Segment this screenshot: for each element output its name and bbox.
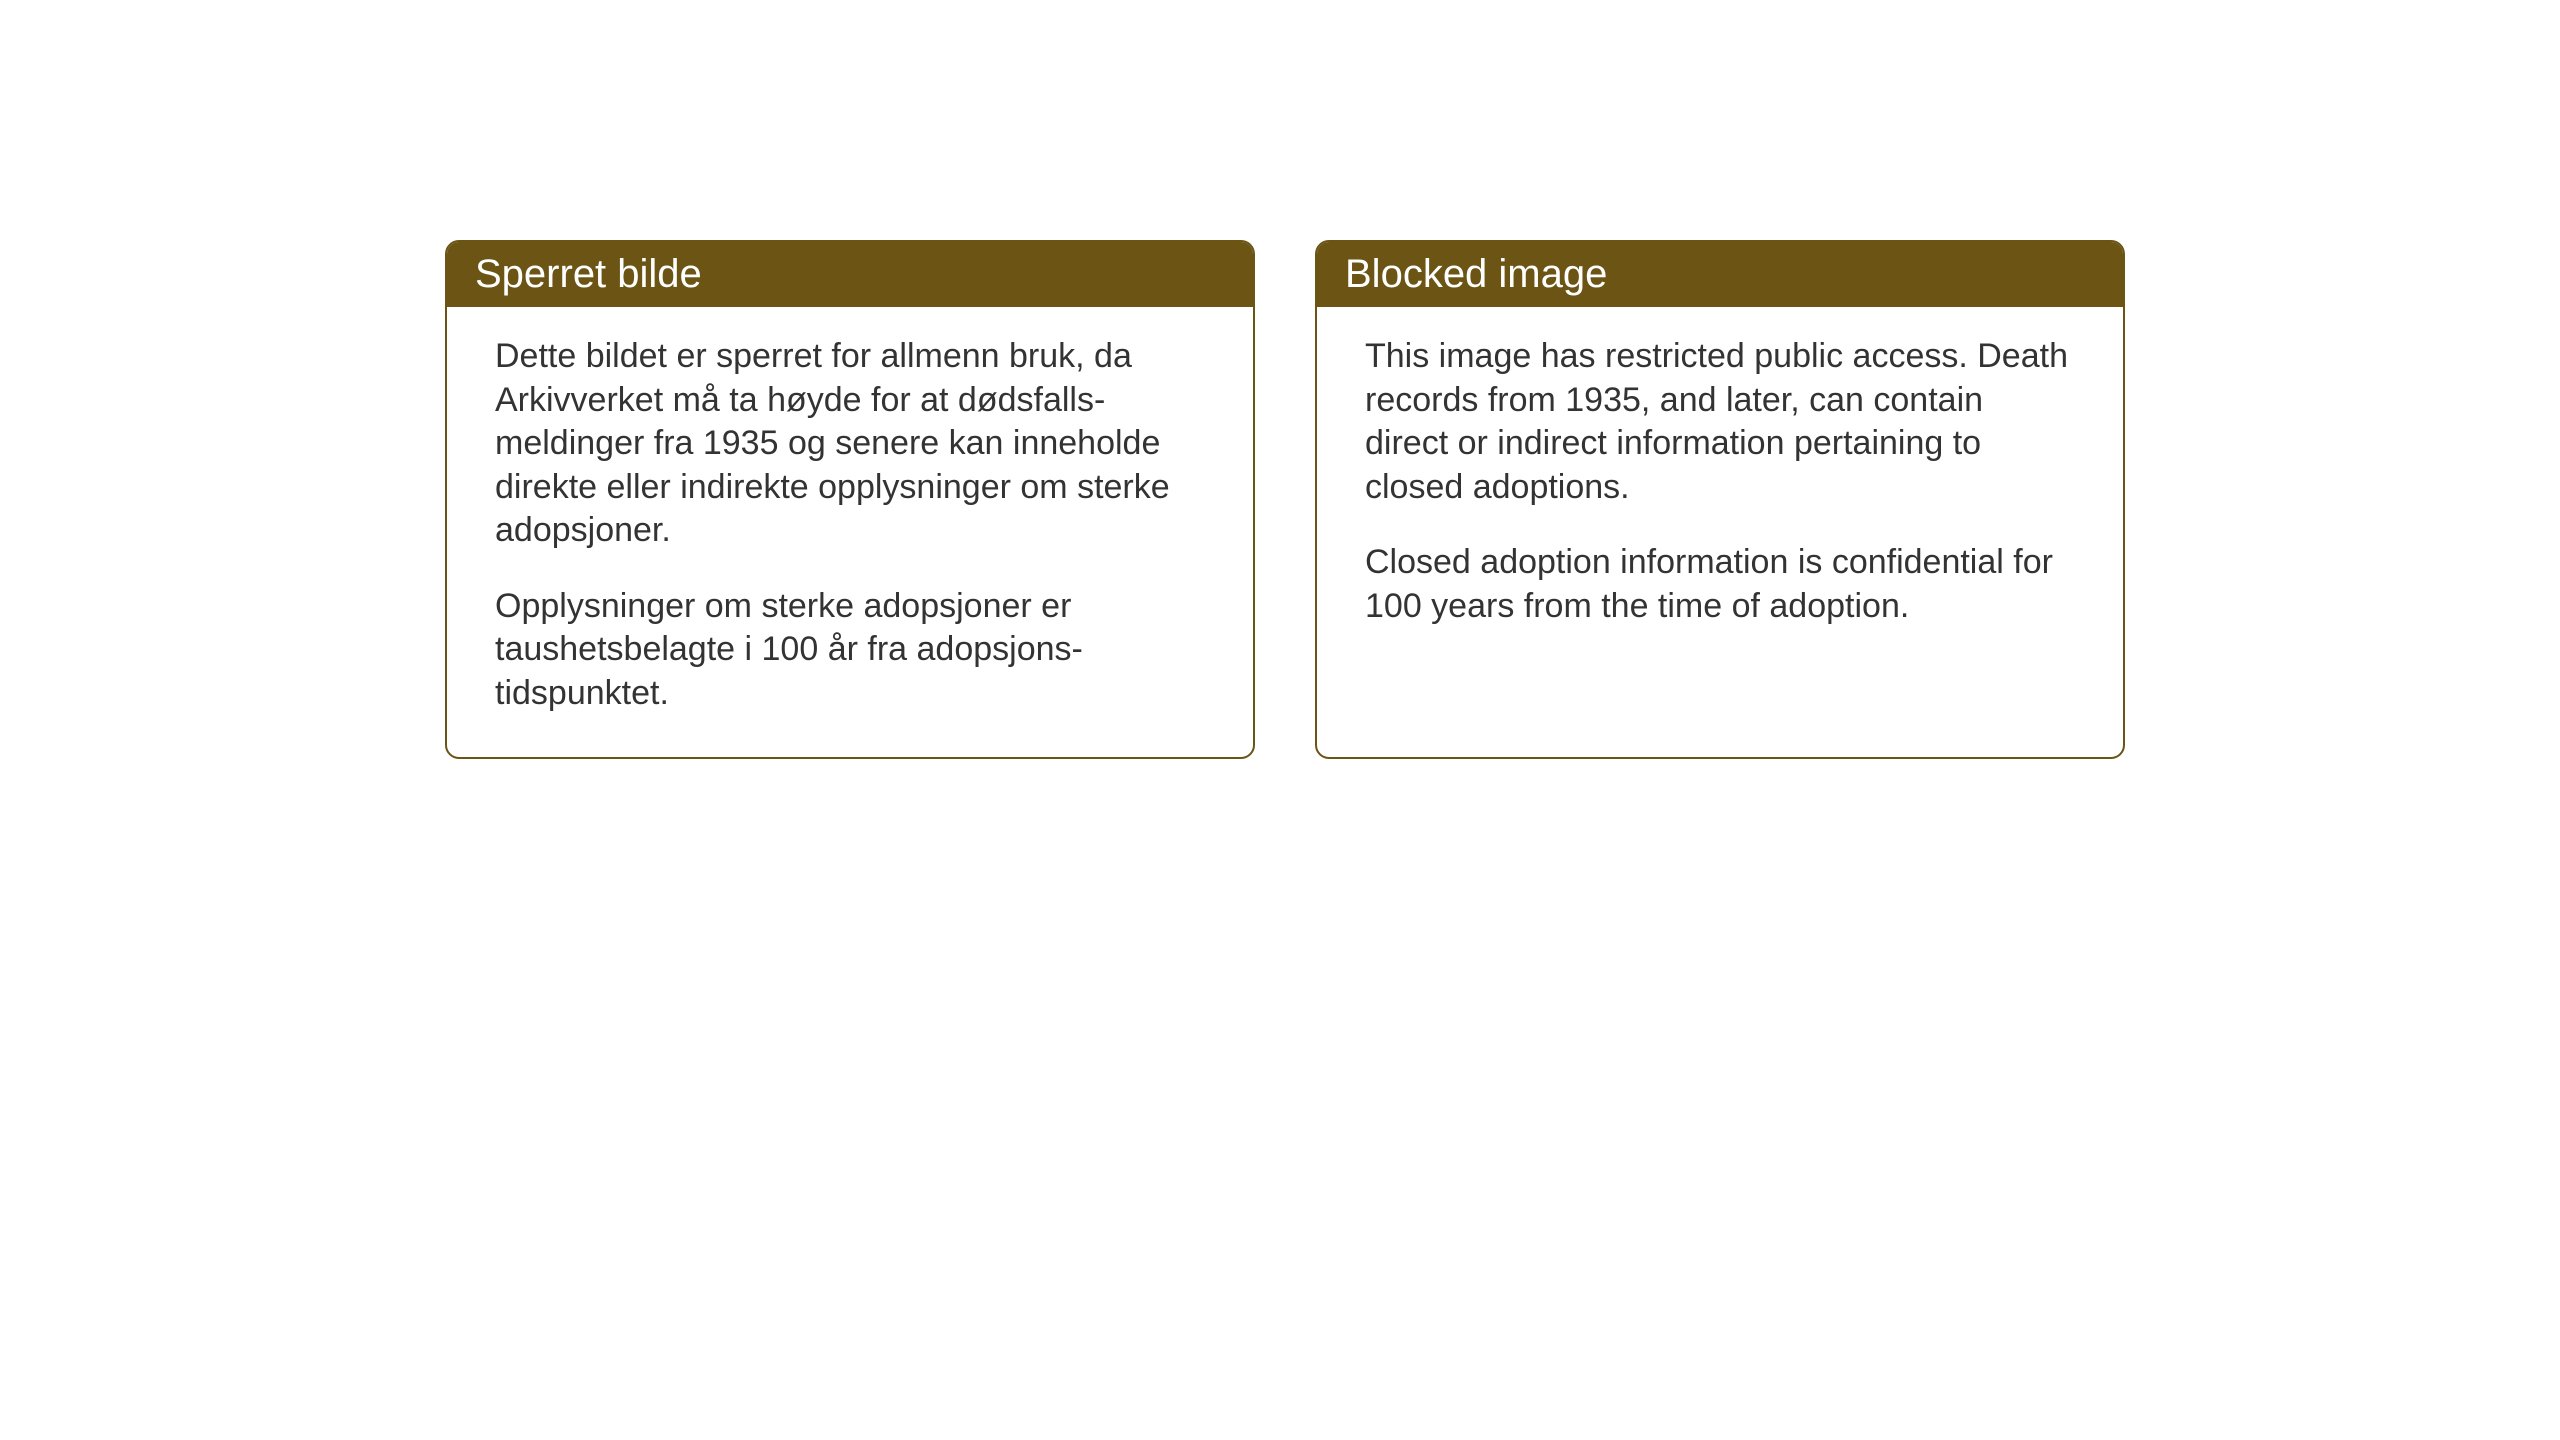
card-title-english: Blocked image — [1345, 252, 1607, 296]
card-paragraph-1-norwegian: Dette bildet er sperret for allmenn bruk… — [495, 335, 1205, 553]
notice-container: Sperret bilde Dette bildet er sperret fo… — [445, 240, 2125, 759]
card-body-english: This image has restricted public access.… — [1317, 307, 2123, 670]
card-paragraph-2-norwegian: Opplysninger om sterke adopsjoner er tau… — [495, 585, 1205, 716]
card-title-norwegian: Sperret bilde — [475, 252, 702, 296]
card-header-norwegian: Sperret bilde — [447, 242, 1253, 307]
card-paragraph-2-english: Closed adoption information is confident… — [1365, 541, 2075, 628]
card-paragraph-1-english: This image has restricted public access.… — [1365, 335, 2075, 509]
notice-card-english: Blocked image This image has restricted … — [1315, 240, 2125, 759]
notice-card-norwegian: Sperret bilde Dette bildet er sperret fo… — [445, 240, 1255, 759]
card-body-norwegian: Dette bildet er sperret for allmenn bruk… — [447, 307, 1253, 757]
card-header-english: Blocked image — [1317, 242, 2123, 307]
